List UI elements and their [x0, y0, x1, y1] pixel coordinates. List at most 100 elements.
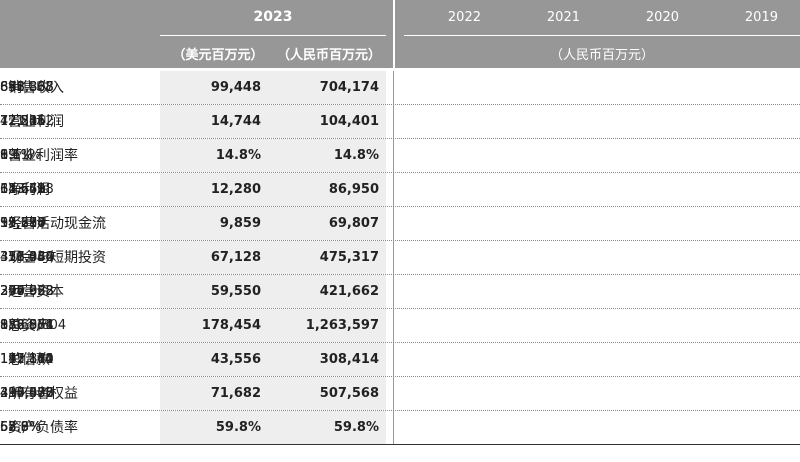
value-usd-2023: 178,454 — [201, 318, 261, 333]
value-2019: 65.6% — [0, 420, 42, 435]
value-2021: 416,334 — [0, 250, 54, 265]
value-usd-2023: 67,128 — [210, 250, 261, 265]
highlight-2023-band — [160, 275, 386, 308]
row-label: 资产负债率 — [8, 420, 78, 436]
value-usd-2023: 14,744 — [210, 114, 261, 129]
highlight-2023-band — [160, 173, 386, 206]
column-divider — [393, 173, 394, 207]
header-unit-rmb: （人民币百万元） — [276, 48, 381, 63]
header-unit-rmb-history: （人民币百万元） — [549, 48, 654, 63]
value-2019: 112,162 — [0, 352, 54, 367]
value-2020: 141,811 — [0, 352, 54, 367]
column-divider — [393, 241, 394, 275]
value-rmb-2023: 86,950 — [328, 182, 379, 197]
table-row: 总借款 43,556 308,414 197,144 175,100 141,811 112… — [0, 343, 800, 377]
value-usd-2023: 59.8% — [215, 420, 261, 435]
table-row: 净利润 12,280 86,950 35,562 113,718 64,649 62,656 — [0, 173, 800, 207]
value-2022: 42,216 — [0, 114, 46, 129]
column-divider — [393, 105, 394, 139]
header-year-2022: 2022 — [447, 10, 481, 25]
value-usd-2023: 59,550 — [210, 284, 261, 299]
value-2022: 197,144 — [0, 352, 54, 367]
value-2022: 35,562 — [0, 182, 46, 197]
column-divider — [393, 411, 394, 445]
value-rmb-2023: 421,662 — [319, 284, 379, 299]
header-year-2019: 2019 — [744, 10, 778, 25]
table-row: 销售收入 99,448 704,174 642,338 636,807 891,368 85… — [0, 71, 800, 105]
value-2021: 175,100 — [0, 352, 54, 367]
column-divider — [393, 377, 394, 411]
highlight-2023-band — [160, 139, 386, 172]
value-2021: 982,971 — [0, 318, 54, 333]
value-2022: 437,076 — [0, 386, 54, 401]
row-label: 总资产 — [8, 318, 50, 334]
row-label: 营业利润率 — [8, 148, 78, 164]
highlight-2023-band — [160, 411, 386, 444]
header-underline-history — [404, 35, 800, 36]
value-2022: 642,338 — [0, 80, 54, 95]
value-rmb-2023: 14.8% — [333, 148, 379, 163]
value-2019: 62,656 — [0, 182, 46, 197]
header-year-2023: 2023 — [253, 9, 293, 25]
value-2019: 371,040 — [0, 250, 54, 265]
table-row: 营业利润率 14.8% 14.8% 6.6% 19.1% 8.1% 9.1% — [0, 139, 800, 173]
value-usd-2023: 12,280 — [210, 182, 261, 197]
value-2019: 858,833 — [0, 80, 54, 95]
table-row: 资产负债率 59.8% 59.8% 58.9% 57.8% 62.3% 65.6% — [0, 411, 800, 445]
value-2019: 9.1% — [0, 148, 34, 163]
value-usd-2023: 14.8% — [215, 148, 261, 163]
value-rmb-2023: 308,414 — [319, 352, 379, 367]
value-2020: 64,649 — [0, 182, 46, 197]
value-2021: 376,923 — [0, 284, 54, 299]
highlight-2023-band — [160, 71, 386, 104]
value-2022: 1,063,804 — [0, 318, 67, 333]
value-2019: 91,384 — [0, 216, 46, 231]
header-divider — [393, 0, 395, 68]
value-2022: 344,938 — [0, 284, 54, 299]
value-2021: 59,670 — [0, 216, 46, 231]
value-rmb-2023: 475,317 — [319, 250, 379, 265]
value-2021: 113,718 — [0, 182, 54, 197]
value-usd-2023: 43,556 — [210, 352, 261, 367]
value-2022: 17,797 — [0, 216, 46, 231]
table-row: 所有者权益 71,682 507,568 437,076 414,652 330,408 2… — [0, 377, 800, 411]
table-row: 总资产 178,454 1,263,597 1,063,804 982,971 876,8… — [0, 309, 800, 343]
row-label: 经营活动现金流 — [8, 216, 106, 232]
value-2022: 6.6% — [0, 148, 34, 163]
value-2020: 891,368 — [0, 80, 54, 95]
column-divider — [393, 139, 394, 173]
table-row: 经营活动现金流 9,859 69,807 17,797 59,670 35,218 91,3… — [0, 207, 800, 241]
column-divider — [393, 71, 394, 105]
value-2021: 19.1% — [0, 148, 42, 163]
value-2022: 58.9% — [0, 420, 42, 435]
value-2020: 35,218 — [0, 216, 46, 231]
column-divider — [393, 207, 394, 241]
highlight-2023-band — [160, 105, 386, 138]
column-divider — [393, 343, 394, 377]
value-2022: 373,452 — [0, 250, 54, 265]
column-divider — [393, 275, 394, 309]
row-label: 净利润 — [8, 182, 50, 198]
value-2020: 72,501 — [0, 114, 46, 129]
value-usd-2023: 71,682 — [210, 386, 261, 401]
row-label: 所有者权益 — [8, 386, 78, 402]
value-rmb-2023: 704,174 — [319, 80, 379, 95]
value-rmb-2023: 69,807 — [328, 216, 379, 231]
highlight-2023-band — [160, 343, 386, 376]
row-label: 运营资本 — [8, 284, 64, 300]
row-label: 营业利润 — [8, 114, 64, 130]
value-2021: 121,412 — [0, 114, 54, 129]
table-header: 2023 2022 2021 2020 2019 （美元百万元） （人民币百万元… — [0, 0, 800, 68]
value-2019: 77,835 — [0, 114, 46, 129]
value-2020: 299,062 — [0, 284, 54, 299]
highlight-2023-band — [160, 207, 386, 240]
value-rmb-2023: 59.8% — [333, 420, 379, 435]
header-unit-usd: （美元百万元） — [172, 48, 264, 63]
header-year-2021: 2021 — [546, 10, 580, 25]
header-year-2020: 2020 — [645, 10, 679, 25]
value-2019: 257,638 — [0, 284, 54, 299]
value-2020: 357,366 — [0, 250, 54, 265]
value-2021: 414,652 — [0, 386, 54, 401]
column-divider — [393, 309, 394, 343]
highlight-2023-band — [160, 309, 386, 342]
